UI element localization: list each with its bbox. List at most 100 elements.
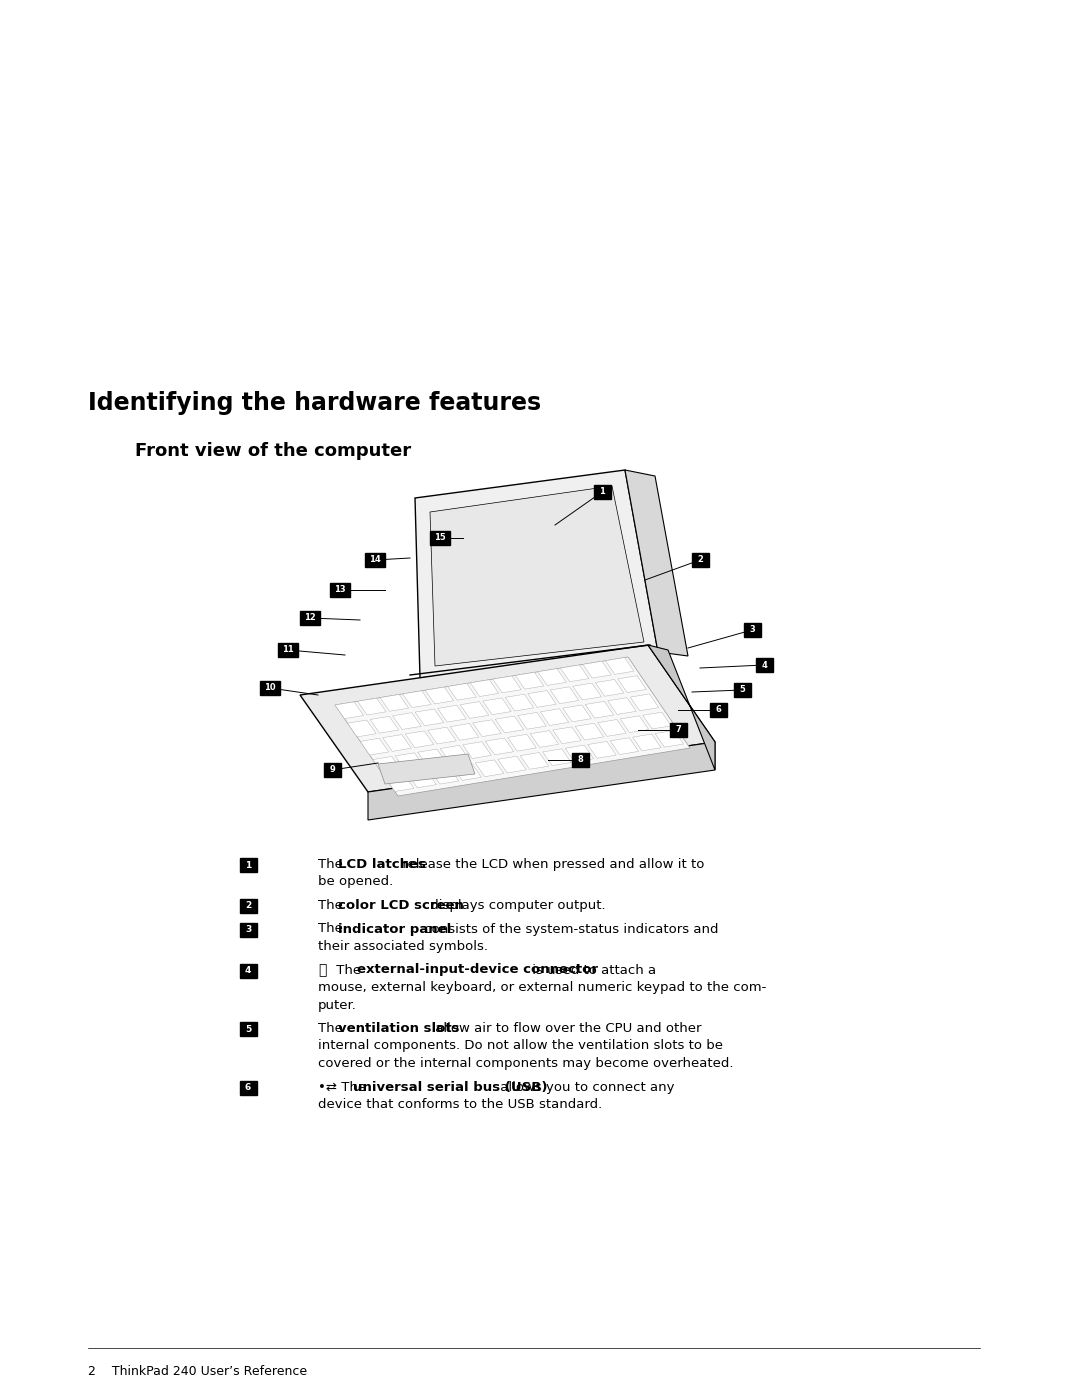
Text: covered or the internal components may become overheated.: covered or the internal components may b… bbox=[318, 1058, 733, 1070]
Polygon shape bbox=[300, 645, 715, 792]
Bar bbox=[278, 643, 298, 657]
Polygon shape bbox=[528, 690, 556, 707]
Text: color LCD screen: color LCD screen bbox=[338, 900, 463, 912]
Polygon shape bbox=[335, 657, 690, 796]
Text: 10: 10 bbox=[265, 683, 275, 693]
Text: 6: 6 bbox=[715, 705, 721, 714]
Polygon shape bbox=[373, 756, 402, 774]
Polygon shape bbox=[361, 738, 389, 754]
Polygon shape bbox=[498, 756, 526, 773]
Polygon shape bbox=[517, 712, 546, 729]
Polygon shape bbox=[475, 760, 503, 777]
Polygon shape bbox=[608, 697, 636, 714]
Text: 2    ThinkPad 240 User’s Reference: 2 ThinkPad 240 User’s Reference bbox=[87, 1365, 307, 1377]
Bar bbox=[260, 680, 280, 694]
Polygon shape bbox=[620, 715, 649, 732]
Polygon shape bbox=[515, 672, 544, 689]
Polygon shape bbox=[572, 683, 602, 700]
Polygon shape bbox=[618, 676, 646, 693]
Bar bbox=[571, 753, 589, 767]
Polygon shape bbox=[415, 710, 444, 726]
Polygon shape bbox=[335, 701, 364, 718]
Polygon shape bbox=[530, 731, 558, 747]
Polygon shape bbox=[408, 771, 436, 788]
Bar bbox=[240, 858, 257, 872]
Text: 11: 11 bbox=[282, 645, 294, 655]
Polygon shape bbox=[405, 731, 434, 747]
Text: 8: 8 bbox=[577, 756, 583, 764]
Polygon shape bbox=[428, 728, 456, 745]
Polygon shape bbox=[403, 690, 431, 707]
Bar bbox=[594, 485, 610, 499]
Polygon shape bbox=[540, 708, 569, 725]
Polygon shape bbox=[386, 775, 414, 792]
Polygon shape bbox=[441, 746, 469, 763]
Text: The: The bbox=[318, 900, 347, 912]
Text: The: The bbox=[318, 1023, 347, 1035]
Bar bbox=[733, 683, 751, 697]
Polygon shape bbox=[561, 665, 589, 682]
Polygon shape bbox=[492, 676, 522, 693]
Polygon shape bbox=[625, 469, 688, 657]
Polygon shape bbox=[585, 701, 613, 718]
Text: consists of the system-status indicators and: consists of the system-status indicators… bbox=[420, 922, 719, 936]
Text: is used to attach a: is used to attach a bbox=[527, 964, 656, 977]
Bar bbox=[240, 922, 257, 936]
Text: displays computer output.: displays computer output. bbox=[426, 900, 606, 912]
Bar bbox=[710, 703, 727, 717]
Bar bbox=[430, 531, 450, 545]
Text: allow air to flow over the CPU and other: allow air to flow over the CPU and other bbox=[431, 1023, 702, 1035]
Polygon shape bbox=[631, 694, 659, 711]
Bar bbox=[240, 1080, 257, 1094]
Polygon shape bbox=[370, 717, 399, 733]
Bar bbox=[240, 900, 257, 914]
Polygon shape bbox=[505, 694, 534, 711]
Text: internal components. Do not allow the ventilation slots to be: internal components. Do not allow the ve… bbox=[318, 1039, 723, 1052]
Text: 6: 6 bbox=[245, 1083, 252, 1092]
Text: 12: 12 bbox=[305, 613, 315, 623]
Text: 13: 13 bbox=[334, 585, 346, 595]
Polygon shape bbox=[448, 683, 476, 700]
Polygon shape bbox=[378, 754, 475, 784]
Bar bbox=[691, 553, 708, 567]
Bar bbox=[324, 763, 340, 777]
Polygon shape bbox=[368, 742, 715, 820]
Polygon shape bbox=[496, 717, 524, 733]
Text: 4: 4 bbox=[245, 965, 252, 975]
Text: external-input-device connector: external-input-device connector bbox=[356, 964, 597, 977]
Text: device that conforms to the USB standard.: device that conforms to the USB standard… bbox=[318, 1098, 603, 1111]
Polygon shape bbox=[563, 705, 591, 722]
Polygon shape bbox=[606, 658, 634, 675]
Polygon shape bbox=[418, 749, 446, 766]
Polygon shape bbox=[538, 669, 566, 686]
Polygon shape bbox=[485, 738, 514, 754]
Polygon shape bbox=[426, 687, 454, 704]
Polygon shape bbox=[521, 753, 549, 770]
Text: ⏻: ⏻ bbox=[318, 964, 326, 978]
Text: 15: 15 bbox=[434, 534, 446, 542]
Polygon shape bbox=[460, 701, 489, 718]
Bar bbox=[756, 658, 772, 672]
Bar bbox=[300, 610, 320, 624]
Polygon shape bbox=[648, 645, 715, 770]
Bar bbox=[365, 553, 384, 567]
Bar bbox=[670, 724, 687, 738]
Polygon shape bbox=[357, 698, 387, 715]
Polygon shape bbox=[576, 724, 604, 740]
Text: indicator panel: indicator panel bbox=[338, 922, 451, 936]
Text: puter.: puter. bbox=[318, 999, 356, 1011]
Text: allows you to connect any: allows you to connect any bbox=[496, 1080, 674, 1094]
Text: their associated symbols.: their associated symbols. bbox=[318, 940, 488, 953]
Polygon shape bbox=[565, 745, 594, 761]
Text: The: The bbox=[318, 922, 347, 936]
Polygon shape bbox=[656, 731, 684, 747]
Polygon shape bbox=[583, 661, 611, 678]
Polygon shape bbox=[588, 742, 616, 759]
Bar bbox=[330, 583, 350, 597]
Polygon shape bbox=[380, 694, 408, 711]
Text: be opened.: be opened. bbox=[318, 876, 393, 888]
Polygon shape bbox=[437, 705, 467, 722]
Bar bbox=[240, 1023, 257, 1037]
Polygon shape bbox=[553, 726, 581, 743]
Text: release the LCD when pressed and allow it to: release the LCD when pressed and allow i… bbox=[399, 858, 705, 870]
